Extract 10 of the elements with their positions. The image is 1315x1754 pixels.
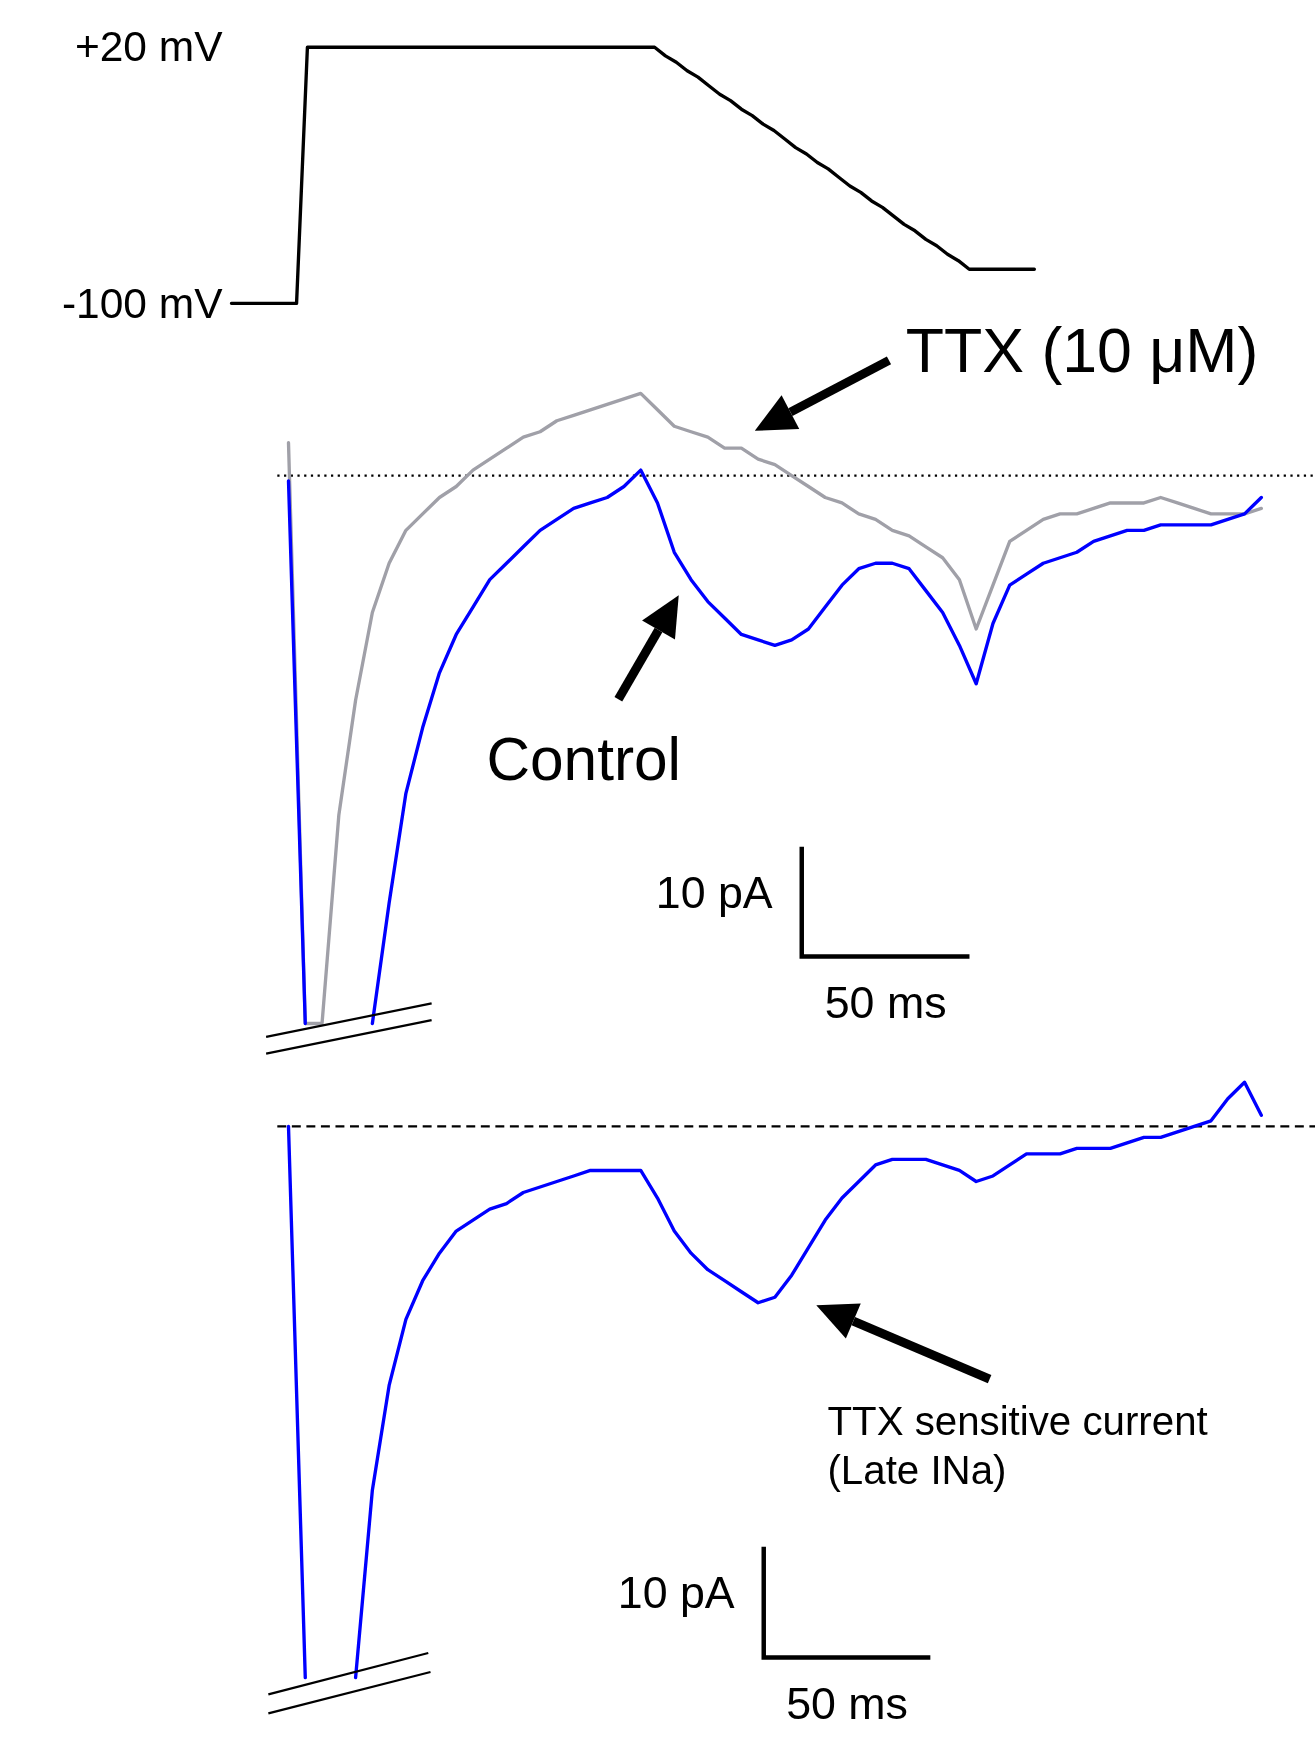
line-series: [229, 45, 1037, 306]
text: TTX (10 μM): [905, 314, 1259, 385]
annotation: Control: [486, 724, 682, 793]
annotation: 10 pA: [617, 1568, 735, 1618]
y-tick-label: +20 mV: [74, 23, 224, 71]
annotation: TTX sensitive current (Late INa): [827, 1398, 1208, 1494]
annotation: 10 pA: [655, 868, 773, 918]
annotation: 50 ms: [824, 977, 947, 1027]
y-tick-label: -100 mV: [61, 279, 224, 327]
text: 50 ms: [786, 1679, 908, 1728]
